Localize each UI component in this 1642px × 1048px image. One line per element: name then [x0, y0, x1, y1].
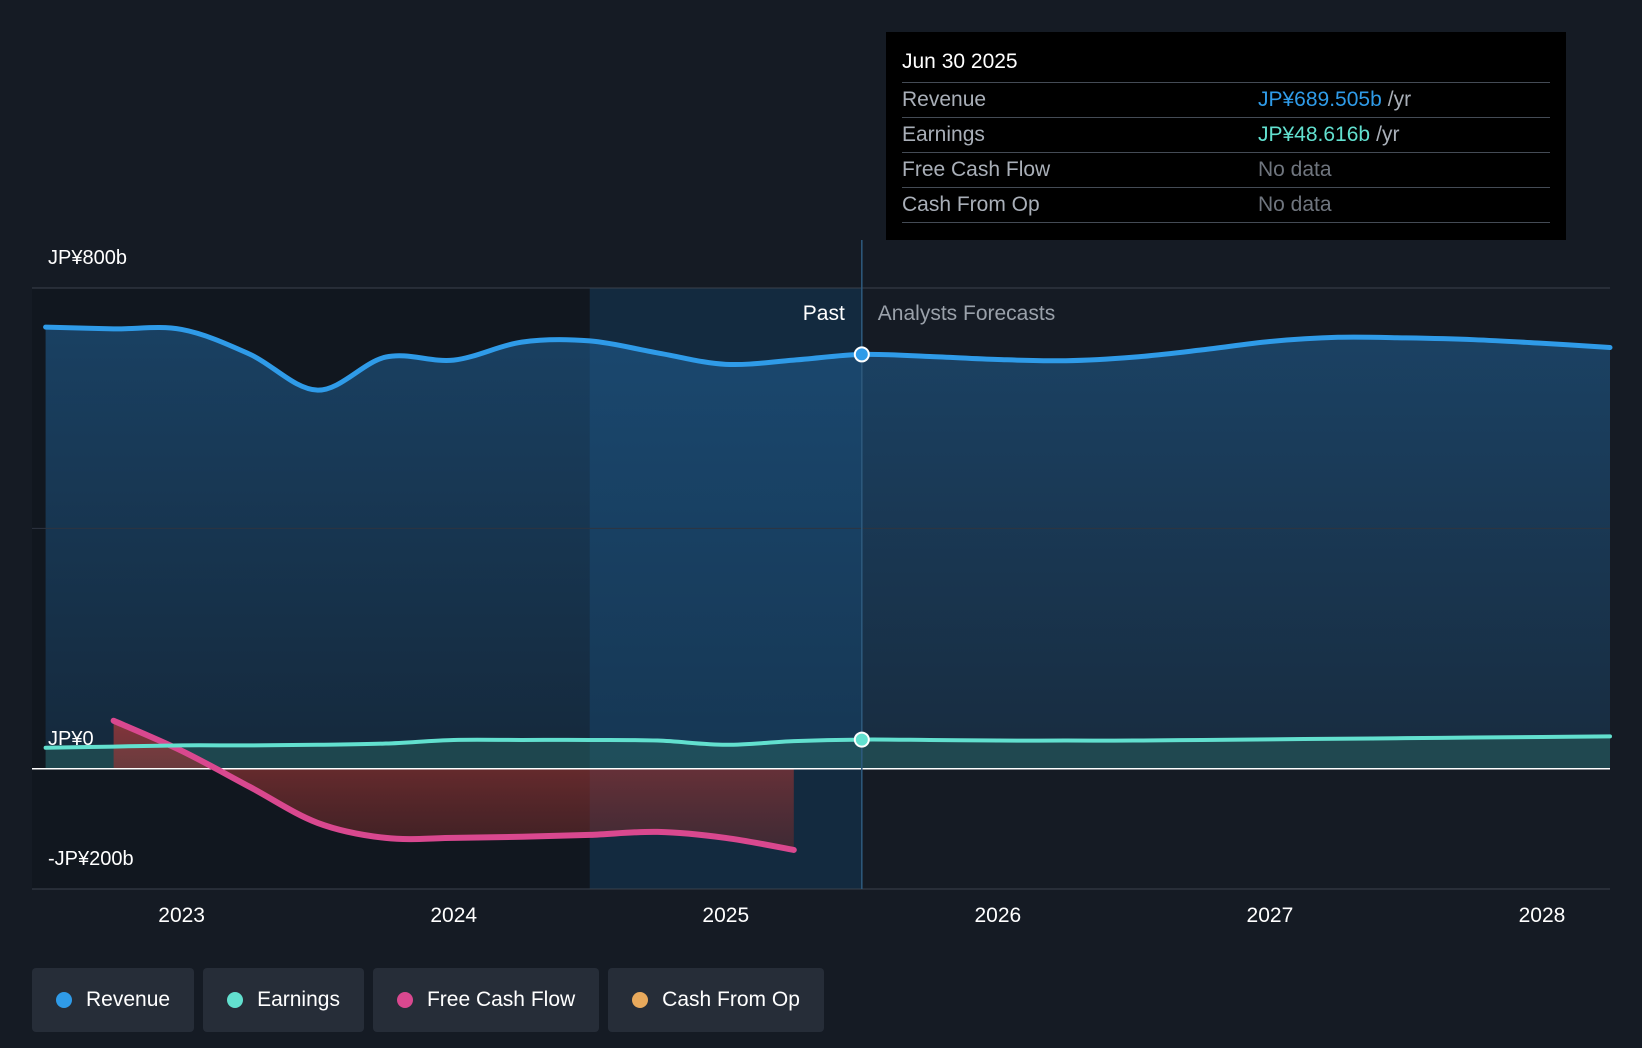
revenue-marker [853, 346, 870, 363]
earnings-line [43, 734, 1612, 750]
free-cash-flow-dot-icon [396, 992, 413, 1008]
tooltip-unit: /yr [1376, 123, 1400, 146]
y-tick-label: JP¥800b [48, 247, 127, 269]
tooltip-label: Free Cash Flow [902, 158, 1051, 181]
x-tick-label: 2028 [1519, 904, 1566, 927]
legend-item-earnings[interactable]: Earnings [203, 968, 364, 1032]
legend-label: Cash From Op [662, 988, 800, 1011]
revenue-area [45, 327, 1611, 769]
tooltip-value: No data [1258, 158, 1332, 181]
tooltip-row-free-cash-flow: Free Cash Flow No data [902, 153, 1550, 188]
x-tick-label: 2026 [974, 904, 1021, 927]
legend-item-revenue[interactable]: Revenue [32, 968, 195, 1032]
free-cash-flow-line [110, 717, 797, 853]
earnings-area [45, 736, 1611, 769]
forecast-label: Analysts Forecasts [878, 302, 1055, 325]
tooltip-label: Earnings [902, 123, 985, 146]
tooltip-unit: /yr [1387, 88, 1412, 111]
tooltip-value: JP¥689.505b [1258, 88, 1382, 111]
cash-from-op-dot-icon [632, 992, 649, 1008]
revenue-dot-icon [56, 992, 72, 1008]
legend-item-cash-from-op[interactable]: Cash From Op [608, 968, 824, 1032]
y-tick-label: -JP¥200b [48, 848, 134, 870]
tooltip-row-revenue: Revenue JP¥689.505b /yr [902, 83, 1550, 118]
x-tick-label: 2023 [158, 904, 205, 927]
tooltip-date: Jun 30 2025 [902, 46, 1550, 83]
legend-label: Revenue [86, 988, 171, 1011]
tooltip-row-earnings: Earnings JP¥48.616b /yr [902, 118, 1550, 153]
tooltip-value: No data [1258, 193, 1332, 216]
tooltip-row-cash-from-op: Cash From Op No data [902, 188, 1550, 223]
legend: Revenue Earnings Free Cash Flow Cash Fro… [32, 968, 824, 1032]
free-cash-flow-area [113, 720, 794, 850]
x-tick-label: 2025 [702, 904, 749, 927]
x-tick-label: 2027 [1247, 904, 1294, 927]
x-tick-label: 2024 [430, 904, 477, 927]
y-tick-label: JP¥0 [48, 728, 94, 750]
tooltip-label: Revenue [902, 88, 987, 111]
legend-label: Earnings [257, 988, 340, 1011]
earnings-marker [853, 731, 870, 748]
legend-label: Free Cash Flow [426, 988, 576, 1011]
earnings-dot-icon [227, 992, 244, 1008]
past-label: Past [803, 302, 845, 325]
revenue-line [43, 324, 1613, 393]
tooltip-label: Cash From Op [902, 193, 1040, 216]
tooltip-value: JP¥48.616b [1258, 123, 1371, 146]
tooltip: Jun 30 2025 Revenue JP¥689.505b /yr Earn… [886, 32, 1566, 240]
legend-item-free-cash-flow[interactable]: Free Cash Flow [372, 968, 600, 1032]
